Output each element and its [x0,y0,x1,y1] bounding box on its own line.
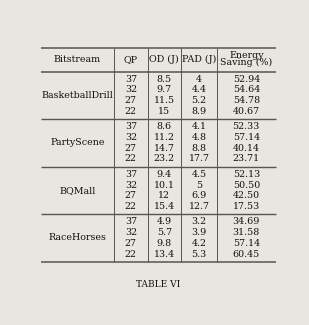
Text: 37: 37 [125,122,137,131]
Text: 13.4: 13.4 [154,250,175,259]
Text: 37: 37 [125,170,137,179]
Text: 52.13: 52.13 [233,170,260,179]
Text: 8.9: 8.9 [192,107,207,116]
Text: 42.50: 42.50 [233,191,260,200]
Text: 12.7: 12.7 [188,202,210,211]
Text: 4.1: 4.1 [192,122,207,131]
Text: 5.3: 5.3 [192,250,207,259]
Text: 9.7: 9.7 [157,85,172,95]
Text: 8.8: 8.8 [192,144,207,153]
Text: BasketballDrill: BasketballDrill [42,91,113,100]
Text: 15: 15 [158,107,170,116]
Text: BQMall: BQMall [59,186,96,195]
Text: 14.7: 14.7 [154,144,175,153]
Text: 32: 32 [125,180,137,189]
Text: 32: 32 [125,228,137,237]
Text: 4: 4 [196,75,202,84]
Text: 17.7: 17.7 [188,154,210,163]
Text: 37: 37 [125,75,137,84]
Text: 60.45: 60.45 [233,250,260,259]
Text: 4.4: 4.4 [192,85,207,95]
Text: 27: 27 [125,191,137,200]
Text: 34.69: 34.69 [233,217,260,226]
Text: 54.64: 54.64 [233,85,260,95]
Text: 3.2: 3.2 [192,217,207,226]
Text: 31.58: 31.58 [233,228,260,237]
Text: 22: 22 [125,107,137,116]
Text: Energy: Energy [229,51,264,60]
Text: 9.8: 9.8 [157,239,172,248]
Text: 11.2: 11.2 [154,133,175,142]
Text: 4.9: 4.9 [157,217,172,226]
Text: 5.7: 5.7 [157,228,172,237]
Text: 50.50: 50.50 [233,180,260,189]
Text: 57.14: 57.14 [233,133,260,142]
Text: Saving (%): Saving (%) [220,58,273,67]
Text: 12: 12 [158,191,170,200]
Text: 15.4: 15.4 [154,202,175,211]
Text: 8.5: 8.5 [157,75,172,84]
Text: 52.94: 52.94 [233,75,260,84]
Text: 27: 27 [125,144,137,153]
Text: PAD (J): PAD (J) [182,55,216,64]
Text: 6.9: 6.9 [192,191,207,200]
Text: 40.67: 40.67 [233,107,260,116]
Text: 40.14: 40.14 [233,144,260,153]
Text: 23.2: 23.2 [154,154,175,163]
Text: 11.5: 11.5 [154,96,175,105]
Text: 3.9: 3.9 [192,228,207,237]
Text: 52.33: 52.33 [233,122,260,131]
Text: RaceHorses: RaceHorses [49,233,107,242]
Text: 32: 32 [125,85,137,95]
Text: 23.71: 23.71 [233,154,260,163]
Text: 27: 27 [125,96,137,105]
Text: TABLE VI: TABLE VI [136,280,180,289]
Text: 4.5: 4.5 [192,170,207,179]
Text: 8.6: 8.6 [157,122,172,131]
Text: 4.2: 4.2 [192,239,207,248]
Text: 5.2: 5.2 [192,96,207,105]
Text: 57.14: 57.14 [233,239,260,248]
Text: 37: 37 [125,217,137,226]
Text: OD (J): OD (J) [150,55,179,64]
Text: 54.78: 54.78 [233,96,260,105]
Text: 22: 22 [125,202,137,211]
Text: 17.53: 17.53 [233,202,260,211]
Text: 5: 5 [196,180,202,189]
Text: Bitstream: Bitstream [54,55,101,64]
Text: 4.8: 4.8 [192,133,207,142]
Text: 32: 32 [125,133,137,142]
Text: 22: 22 [125,154,137,163]
Text: 27: 27 [125,239,137,248]
Text: QP: QP [124,55,138,64]
Text: 10.1: 10.1 [154,180,175,189]
Text: 22: 22 [125,250,137,259]
Text: 9.4: 9.4 [157,170,172,179]
Text: PartyScene: PartyScene [50,138,105,147]
